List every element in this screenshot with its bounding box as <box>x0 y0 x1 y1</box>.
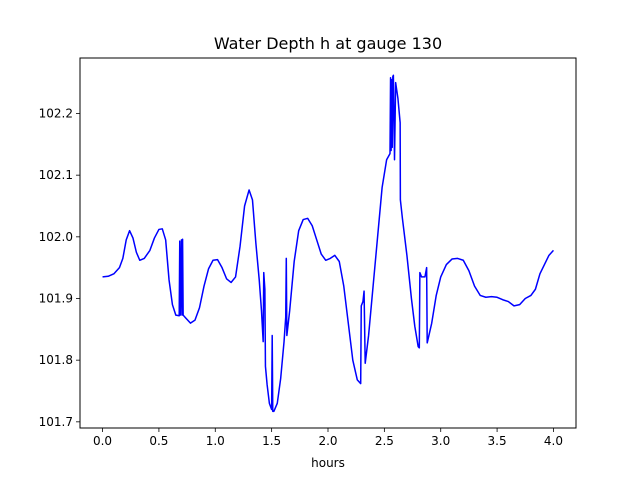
series-line <box>102 74 555 413</box>
x-tick-label: 4.0 <box>544 434 563 448</box>
plot-background <box>80 58 576 428</box>
y-tick-label: 101.8 <box>39 353 73 367</box>
x-tick-label: 1.5 <box>262 434 281 448</box>
x-tick-label: 2.5 <box>375 434 394 448</box>
y-tick-label: 101.7 <box>39 415 73 429</box>
chart-title: Water Depth h at gauge 130 <box>214 34 442 53</box>
plot-area <box>79 57 577 429</box>
y-tick-label: 102.2 <box>39 107 73 121</box>
x-tick-label: 0.0 <box>93 434 112 448</box>
x-tick-label: 1.0 <box>206 434 225 448</box>
x-tick-label: 3.0 <box>431 434 450 448</box>
x-axis-label: hours <box>311 456 345 470</box>
x-tick-label: 3.5 <box>488 434 507 448</box>
x-tick-label: 2.0 <box>318 434 337 448</box>
x-tick-label: 0.5 <box>149 434 168 448</box>
y-tick-label: 101.9 <box>39 292 73 306</box>
y-tick-label: 102.1 <box>39 168 73 182</box>
x-axis: 0.0 0.5 1.0 1.5 2.0 2.5 3.0 3.5 4.0 <box>93 428 563 448</box>
y-tick-label: 102.0 <box>39 230 73 244</box>
y-axis: 101.7 101.8 101.9 102.0 102.1 102.2 <box>39 107 80 429</box>
